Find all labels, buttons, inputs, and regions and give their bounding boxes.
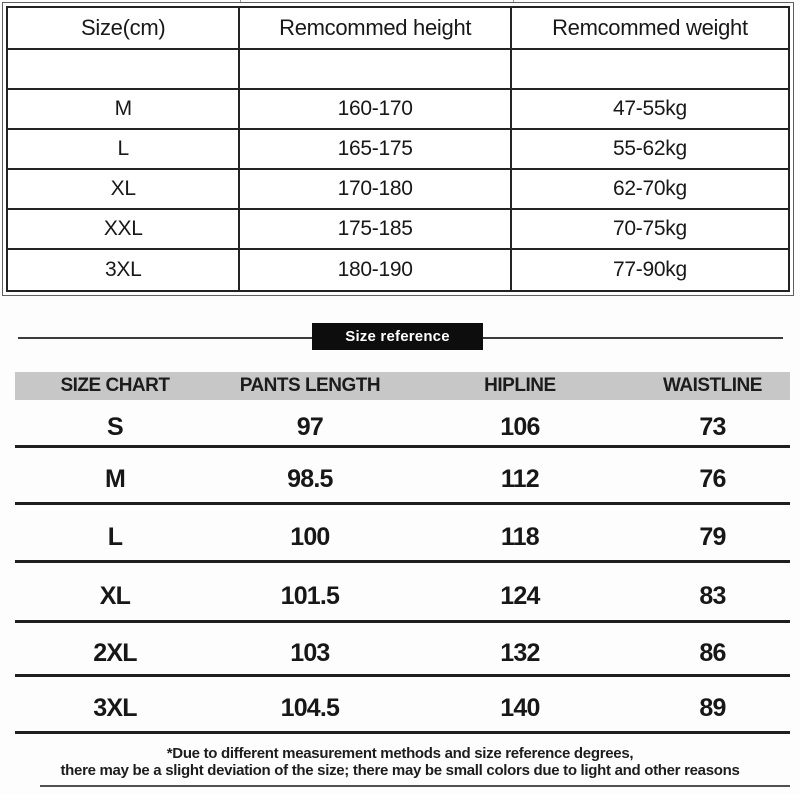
table-row: 2XL 103 132 86 bbox=[15, 623, 790, 677]
gridline-stub bbox=[240, 0, 241, 3]
waistline-cell: 86 bbox=[699, 638, 726, 667]
table-row: M 160-170 47-55kg bbox=[8, 90, 788, 130]
size-cell: L bbox=[8, 130, 241, 168]
table-row: 3XL 180-190 77-90kg bbox=[8, 250, 788, 290]
column-header-height: Remcommed height bbox=[240, 8, 512, 48]
disclaimer-line-2: there may be a slight deviation of the s… bbox=[60, 762, 740, 779]
table-row: 3XL 104.5 140 89 bbox=[15, 677, 790, 734]
hipline-cell: 118 bbox=[500, 522, 540, 551]
size-cell: 3XL bbox=[93, 694, 137, 722]
table-row: L 165-175 55-62kg bbox=[8, 130, 788, 170]
weight-cell: 62-70kg bbox=[613, 177, 687, 200]
gridline-stub bbox=[513, 0, 514, 3]
table-row: S 97 106 73 bbox=[15, 400, 790, 448]
height-cell bbox=[240, 50, 512, 88]
pants-length-cell: 103 bbox=[290, 638, 330, 667]
pants-length-cell: 98.5 bbox=[287, 465, 333, 493]
hipline-cell: 106 bbox=[500, 412, 540, 441]
column-header-hipline: HIPLINE bbox=[484, 375, 556, 396]
weight-cell: 70-75kg bbox=[613, 217, 687, 240]
pants-length-cell: 101.5 bbox=[280, 581, 340, 610]
column-header-waistline: WAISTLINE bbox=[663, 375, 762, 396]
hipline-cell: 124 bbox=[500, 581, 540, 610]
pants-length-cell: 100 bbox=[290, 522, 330, 551]
waistline-cell: 79 bbox=[699, 522, 726, 551]
table-row: L 100 118 79 bbox=[15, 505, 790, 563]
size-cell bbox=[8, 50, 241, 88]
column-header-weight: Remcommed weight bbox=[552, 15, 748, 40]
height-cell: 175-185 bbox=[240, 210, 512, 248]
column-header-pants-length: PANTS LENGTH bbox=[239, 375, 381, 396]
table-row: XL 170-180 62-70kg bbox=[8, 170, 788, 210]
hipline-cell: 132 bbox=[500, 638, 540, 667]
size-cell: M bbox=[104, 465, 126, 493]
size-cell: S bbox=[107, 412, 124, 441]
weight-cell bbox=[512, 50, 788, 88]
size-chart-header-row: SIZE CHART PANTS LENGTH HIPLINE WAISTLIN… bbox=[15, 372, 790, 400]
size-cell: XL bbox=[99, 581, 131, 610]
column-header-size: Size(cm) bbox=[8, 8, 241, 48]
size-cell: 2XL bbox=[93, 638, 137, 667]
height-cell: 170-180 bbox=[240, 170, 512, 208]
waistline-cell: 83 bbox=[699, 581, 726, 610]
height-cell: 165-175 bbox=[240, 130, 512, 168]
size-cell: XL bbox=[8, 170, 241, 208]
hipline-cell: 140 bbox=[500, 694, 540, 722]
pants-length-cell: 104.5 bbox=[280, 694, 340, 722]
table-row: M 98.5 112 76 bbox=[15, 448, 790, 505]
size-cell: 3XL bbox=[8, 250, 241, 290]
size-cell: XXL bbox=[8, 210, 241, 248]
weight-cell: 47-55kg bbox=[613, 97, 687, 120]
column-header-size-chart: SIZE CHART bbox=[60, 375, 170, 396]
recommend-size-table: Size(cm) Remcommed height Remcommed weig… bbox=[2, 2, 794, 296]
height-cell: 180-190 bbox=[240, 250, 512, 290]
hipline-cell: 112 bbox=[500, 465, 540, 493]
disclaimer-line-1: *Due to different measurement methods an… bbox=[166, 745, 634, 762]
waistline-cell: 76 bbox=[699, 465, 726, 493]
weight-cell: 55-62kg bbox=[613, 137, 687, 160]
size-chart-table: SIZE CHART PANTS LENGTH HIPLINE WAISTLIN… bbox=[15, 372, 790, 734]
bottom-divider-line bbox=[40, 785, 790, 787]
table-row-empty bbox=[8, 50, 788, 90]
height-cell: 160-170 bbox=[240, 90, 512, 128]
recommend-size-table-inner: Size(cm) Remcommed height Remcommed weig… bbox=[6, 6, 790, 292]
weight-cell: 77-90kg bbox=[613, 258, 687, 281]
size-cell: M bbox=[8, 90, 241, 128]
disclaimer-text: *Due to different measurement methods an… bbox=[0, 745, 800, 779]
size-reference-banner: Size reference bbox=[312, 323, 483, 350]
table-header-row: Size(cm) Remcommed height Remcommed weig… bbox=[8, 8, 788, 50]
pants-length-cell: 97 bbox=[296, 412, 324, 441]
waistline-cell: 73 bbox=[699, 412, 726, 441]
waistline-cell: 89 bbox=[699, 694, 726, 722]
size-cell: L bbox=[107, 522, 123, 551]
table-row: XL 101.5 124 83 bbox=[15, 563, 790, 623]
table-row: XXL 175-185 70-75kg bbox=[8, 210, 788, 250]
